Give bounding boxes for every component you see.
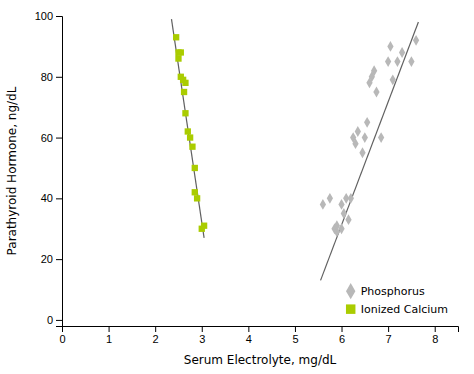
tick-mark [248,326,249,332]
legend-item: Phosphorus [346,283,425,299]
tick: 8 [432,326,438,345]
point [178,49,184,55]
point [201,223,207,229]
axis-line [56,17,63,327]
tick-mark [388,326,389,332]
tick: 7 [386,326,392,345]
tick: 4 [246,326,252,345]
chart: 012345678020406080100Serum Electrolyte, … [0,0,474,374]
point [320,199,326,210]
tick-mark [435,326,436,332]
tick-label: 0 [47,314,53,326]
point [371,65,377,76]
x-axis-title: Serum Electrolyte, mg/dL [184,353,337,367]
point [413,35,419,46]
legend-item: Ionized Calcium [346,303,448,316]
point [394,56,400,67]
tick: 1 [106,326,112,345]
legend-symbol [346,283,355,299]
point [338,199,344,210]
point [338,223,344,234]
point [327,193,333,204]
tick-mark [342,326,343,332]
legend-label: Phosphorus [361,285,425,298]
point [194,195,200,201]
point [189,144,195,150]
tick-label: 60 [41,132,53,144]
tick: 80 [41,71,62,83]
point [385,56,391,67]
tick-label: 4 [246,333,252,345]
point [387,41,393,52]
point [187,134,193,140]
y-axis-title: Parathyroid Hormone, ng/dL [5,86,19,255]
point [181,89,187,95]
point [341,208,347,219]
point [352,138,358,149]
legend-label: Ionized Calcium [361,303,448,316]
tick: 5 [292,326,298,345]
tick-label: 1 [106,333,112,345]
point [399,47,405,58]
point [192,189,198,195]
tick-mark [56,16,62,17]
legend-symbol [346,304,355,313]
tick-label: 40 [41,192,53,204]
tick: 60 [41,132,62,144]
tick-mark [56,320,62,321]
tick-mark [155,326,156,332]
tick: 3 [199,326,205,345]
tick-label: 20 [41,253,53,265]
point [378,132,384,143]
scatter-series [173,34,207,232]
regression-line [171,19,204,238]
regression-line [321,22,419,280]
tick-label: 0 [59,333,65,345]
plot-area [171,19,419,280]
point [348,193,354,204]
tick: 40 [41,192,62,204]
tick-mark [202,326,203,332]
legend: Phosphorus Ionized Calcium [346,283,448,316]
tick: 20 [41,253,62,265]
scatter-series [320,35,419,237]
tick: 6 [339,326,345,345]
point [355,126,361,137]
tick-label: 8 [432,333,438,345]
point [185,128,191,134]
tick-label: 7 [386,333,392,345]
tick-mark [56,198,62,199]
tick-label: 6 [339,333,345,345]
point [408,56,414,67]
tick-label: 100 [35,10,53,22]
tick: 2 [153,326,159,345]
tick: 0 [59,326,65,345]
tick-mark [56,138,62,139]
point [373,87,379,98]
tick-mark [295,326,296,332]
point [364,117,370,128]
point [173,34,179,40]
axis-line [63,327,459,333]
tick-label: 80 [41,71,53,83]
point [182,80,188,86]
tick-mark [56,77,62,78]
point [192,165,198,171]
tick-mark [56,259,62,260]
point [182,110,188,116]
point [362,132,368,143]
point [390,74,396,85]
tick-label: 5 [292,333,298,345]
point [175,55,181,61]
point [345,214,351,225]
tick-label: 3 [199,333,205,345]
x-axis: 0 1 2 3 4 5 6 7 8 [59,326,458,345]
y-axis: 0 20 40 60 80 100 [35,10,63,326]
point [359,147,365,158]
tick-label: 2 [153,333,159,345]
tick: 0 [47,314,62,326]
tick: 100 [35,10,62,22]
tick-mark [109,326,110,332]
